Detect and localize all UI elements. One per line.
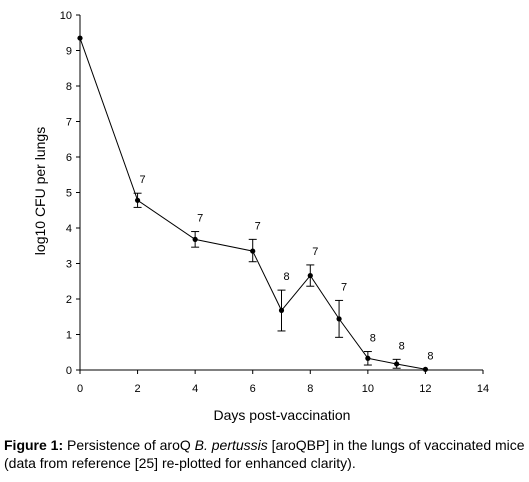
x-tick-label: 8 <box>307 383 313 395</box>
x-tick-label: 0 <box>77 383 83 395</box>
y-tick-label: 7 <box>66 117 72 129</box>
caption-species: B. pertussis <box>194 437 268 453</box>
sample-size-label: 8 <box>370 333 376 345</box>
series-line <box>79 37 426 370</box>
sample-size-label: 8 <box>427 350 433 362</box>
sample-size-label: 8 <box>399 340 405 352</box>
y-tick-label: 3 <box>66 259 72 271</box>
y-tick-label: 1 <box>66 330 72 342</box>
y-tick-label: 2 <box>66 294 72 306</box>
y-tick-label: 5 <box>66 188 72 200</box>
data-point <box>77 35 83 41</box>
y-axis-label: log10 CFU per lungs <box>32 127 48 255</box>
x-tick-label: 10 <box>362 383 374 395</box>
data-point <box>422 366 429 372</box>
caption-text-2: [aroQBP] in the lungs of vaccinated mice… <box>4 437 525 471</box>
sample-size-label: 7 <box>197 213 203 225</box>
data-point <box>250 248 256 254</box>
x-tick-label: 4 <box>192 383 198 395</box>
data-point <box>134 197 141 203</box>
sample-size-label: 7 <box>312 246 318 258</box>
y-tick-label: 0 <box>66 365 72 377</box>
y-tick-label: 10 <box>60 10 72 22</box>
sample-size-labels: 7 7 7 8 7 7 8 8 8 <box>140 174 434 362</box>
y-tick-label: 8 <box>66 81 72 93</box>
data-point <box>336 316 342 322</box>
y-tick-label: 6 <box>66 152 72 164</box>
y-axis-ticks: 0 1 2 3 4 5 6 7 8 9 10 <box>60 10 80 377</box>
data-points <box>77 35 429 372</box>
figure-caption: Figure 1: Persistence of aroQ B. pertuss… <box>4 436 526 472</box>
data-point <box>365 355 371 361</box>
x-axis-label: Days post-vaccination <box>214 407 351 423</box>
caption-text-1: Persistence of aroQ <box>63 437 195 453</box>
y-tick-label: 4 <box>66 223 72 235</box>
data-point <box>278 307 285 313</box>
sample-size-label: 7 <box>255 220 261 232</box>
x-axis-ticks: 0 2 4 6 8 10 12 14 <box>77 370 489 395</box>
sample-size-label: 7 <box>341 281 347 293</box>
caption-label: Figure 1: <box>4 437 64 453</box>
data-point <box>192 236 198 242</box>
sample-size-label: 8 <box>283 271 289 283</box>
x-tick-label: 2 <box>135 383 141 395</box>
y-tick-label: 9 <box>66 46 72 58</box>
sample-size-label: 7 <box>140 174 146 186</box>
data-point <box>394 361 400 367</box>
x-tick-label: 14 <box>477 383 489 395</box>
x-tick-label: 6 <box>250 383 256 395</box>
data-point <box>307 272 313 279</box>
x-tick-label: 12 <box>419 383 431 395</box>
